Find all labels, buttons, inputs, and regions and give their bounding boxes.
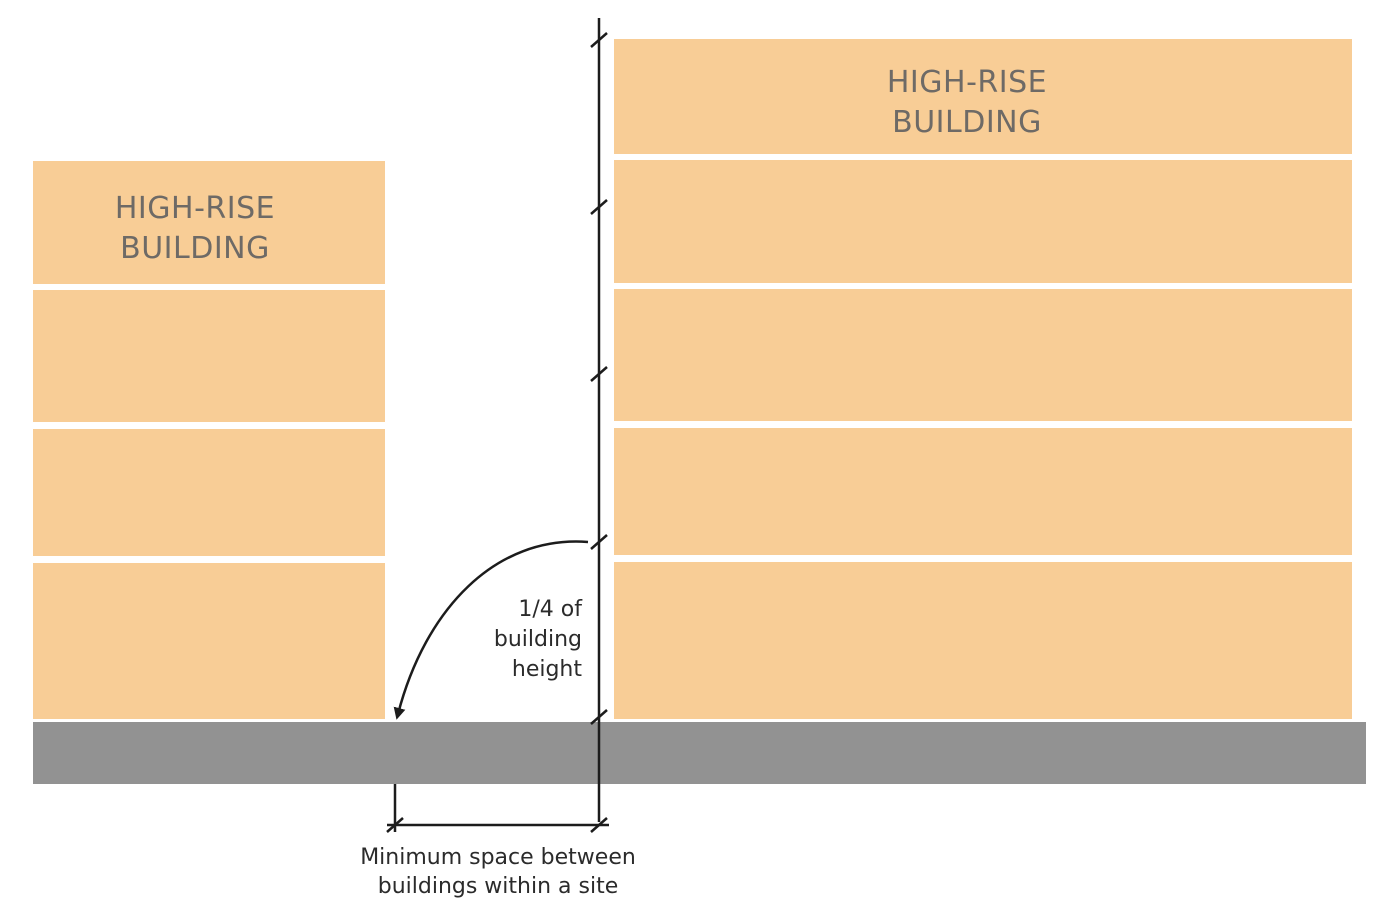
right-building-floor <box>614 160 1352 283</box>
right-building: HIGH-RISE BUILDING <box>614 39 1352 719</box>
right-building-floor <box>614 289 1352 421</box>
left-building: HIGH-RISE BUILDING <box>33 161 385 719</box>
left-building-floor <box>33 161 385 284</box>
quarter-height-arc-arrow <box>393 540 589 720</box>
height-annotation-line2: building <box>494 627 582 652</box>
dimension-tick <box>386 817 404 833</box>
left-building-label-line2: BUILDING <box>120 231 270 266</box>
dimension-tick <box>590 709 608 725</box>
height-annotation-line3: height <box>512 657 582 682</box>
dimension-tick <box>590 199 608 215</box>
spacing-dimension <box>386 784 609 833</box>
left-building-floor <box>33 290 385 422</box>
left-building-floor <box>33 429 385 556</box>
spacing-annotation: Minimum space between buildings within a… <box>360 845 636 899</box>
spacing-annotation-line1: Minimum space between <box>360 845 636 870</box>
dimension-tick <box>590 817 608 833</box>
height-dimension-line <box>590 18 608 822</box>
height-annotation: 1/4 of building height <box>494 597 583 682</box>
dimension-tick <box>590 32 608 48</box>
spacing-annotation-line2: buildings within a site <box>378 874 619 899</box>
right-building-floor <box>614 39 1352 154</box>
dimension-tick <box>590 366 608 382</box>
right-building-floor <box>614 428 1352 555</box>
dimension-tick <box>590 534 608 550</box>
left-building-label-line1: HIGH-RISE <box>115 191 275 226</box>
right-building-label-line2: BUILDING <box>892 105 1042 140</box>
left-building-floor <box>33 563 385 719</box>
right-building-label-line1: HIGH-RISE <box>887 65 1047 100</box>
height-annotation-line1: 1/4 of <box>518 597 583 622</box>
ground-slab <box>33 722 1366 784</box>
right-building-floor <box>614 562 1352 719</box>
